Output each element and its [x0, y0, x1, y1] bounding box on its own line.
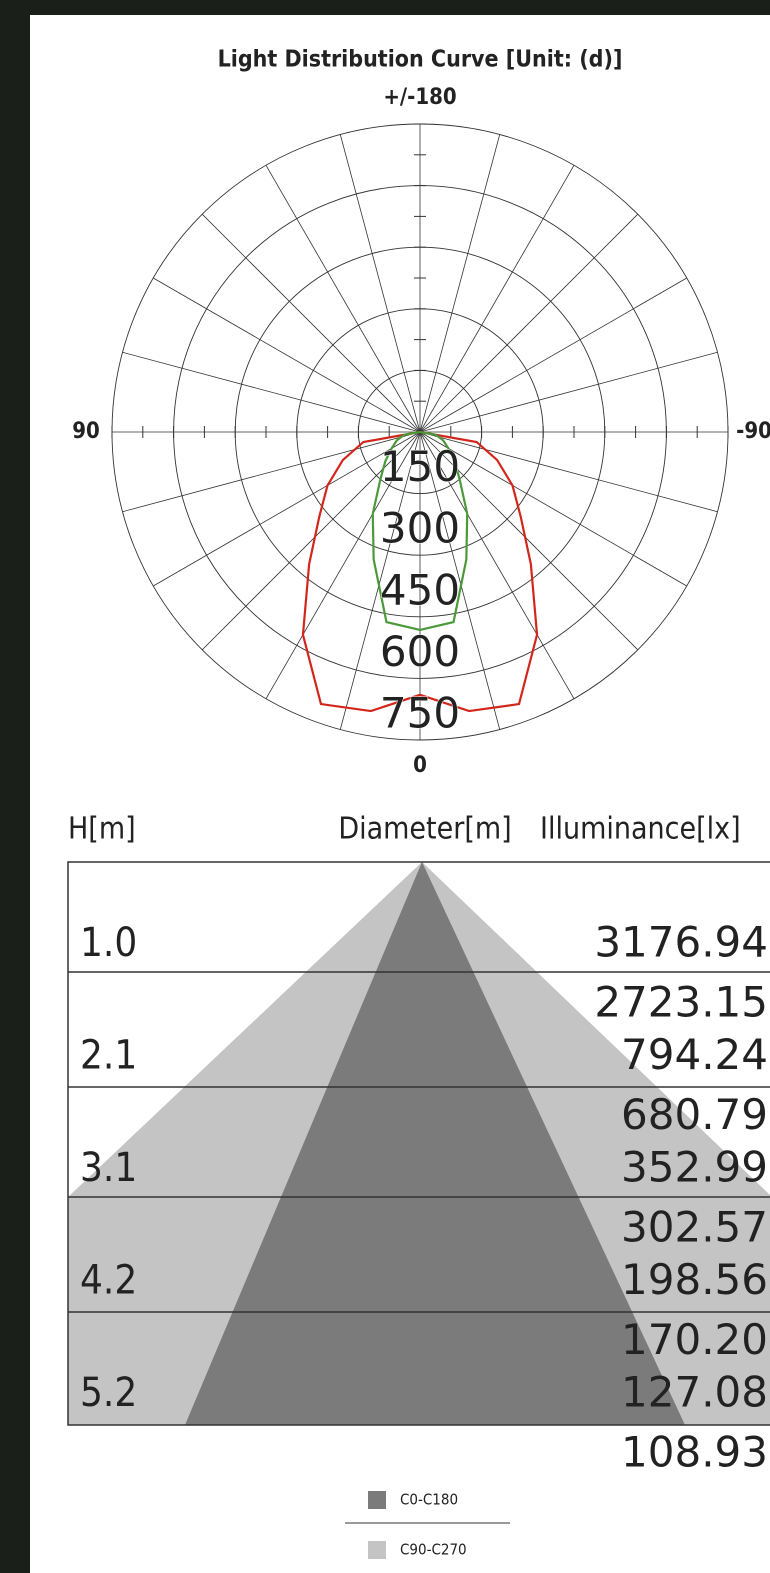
legend-label: C90-C270	[400, 1541, 467, 1559]
spoke	[419, 431, 718, 513]
illuminance: 352.99	[621, 1143, 768, 1192]
illuminance: 108.93	[621, 1428, 768, 1477]
height: 3.1	[80, 1145, 137, 1191]
chart-title: Light Distribution Curve [Unit: (d)]	[218, 47, 623, 73]
ring-label: 150	[380, 442, 460, 491]
header: Diameter[m]	[338, 812, 511, 847]
illuminance: 2723.15	[594, 978, 768, 1027]
spoke	[419, 431, 687, 587]
curve	[419, 430, 469, 632]
ring-label: 300	[380, 504, 460, 553]
height: 1.0	[80, 920, 137, 966]
illuminance: 3176.94	[594, 918, 768, 967]
curve	[371, 430, 421, 632]
illuminance: 198.56	[621, 1255, 768, 1304]
spoke	[339, 431, 421, 730]
illuminance: 127.08	[621, 1368, 768, 1417]
curve	[301, 430, 421, 713]
spoke	[153, 277, 421, 433]
spoke	[419, 213, 639, 433]
spoke	[419, 134, 501, 433]
spoke	[419, 431, 575, 699]
spoke	[419, 431, 501, 730]
polar-chart: 150 300 450 600 750 +/-180 90 -90 0	[72, 85, 770, 778]
ring-label: 450	[380, 565, 460, 614]
height: 5.2	[80, 1370, 137, 1416]
table-frame	[67, 861, 770, 1426]
spoke	[419, 277, 687, 433]
angle-label: -90	[736, 419, 770, 444]
spoke	[153, 431, 421, 587]
illuminance: 302.57	[621, 1203, 768, 1252]
spoke	[122, 431, 421, 513]
header: H[m]	[68, 812, 136, 847]
spoke	[339, 134, 421, 433]
ring-label: 600	[380, 627, 460, 676]
spoke	[265, 431, 421, 699]
height: 4.2	[80, 1258, 137, 1304]
illuminance: 680.79	[621, 1090, 768, 1139]
spoke	[201, 213, 421, 433]
header: Illuminance[lx]	[540, 812, 741, 847]
cone-table: H[m] Diameter[m] Illuminance[lx] 1.0 3176…	[67, 812, 770, 1477]
height: 2.1	[80, 1033, 137, 1079]
legend-swatch	[368, 1491, 386, 1509]
angle-label: 90	[72, 419, 100, 444]
curve	[419, 430, 539, 713]
illuminance: 794.24	[621, 1030, 768, 1079]
spoke	[419, 351, 718, 433]
spoke	[265, 165, 421, 433]
angle-label: 0	[413, 753, 427, 778]
spoke	[419, 165, 575, 433]
spoke	[122, 351, 421, 433]
illuminance: 170.20	[621, 1315, 768, 1364]
angle-label: +/-180	[383, 85, 456, 110]
ring-label: 750	[380, 689, 460, 738]
legend-label: C0-C180	[400, 1491, 458, 1509]
legend-swatch	[368, 1541, 386, 1559]
cone-c0	[185, 862, 685, 1425]
